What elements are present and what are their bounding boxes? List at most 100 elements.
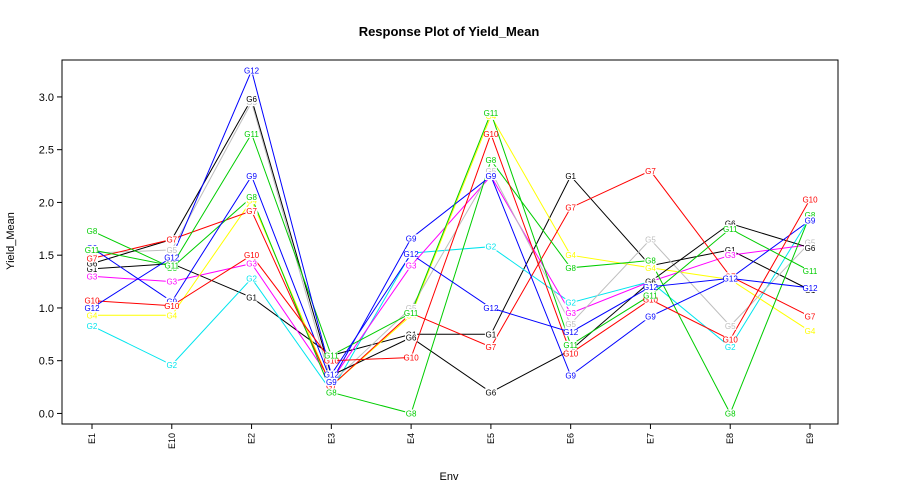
x-tick-label: E3 <box>326 433 336 444</box>
point-label-bg <box>564 340 577 349</box>
point-label: G8 <box>486 156 497 165</box>
point-label: G3 <box>87 272 98 281</box>
point-label: G8 <box>725 409 736 418</box>
x-axis-label: Env <box>440 471 459 483</box>
point-label: G12 <box>563 328 579 337</box>
point-label-bg <box>245 172 258 181</box>
point-label: G2 <box>565 299 576 308</box>
point-label-bg <box>644 256 657 265</box>
point-label-bg <box>405 261 418 270</box>
point-label: G12 <box>483 304 499 313</box>
point-label: G9 <box>326 378 337 387</box>
series-layer <box>91 69 811 415</box>
point-label: G12 <box>324 370 340 379</box>
point-label-bg <box>484 108 497 117</box>
x-tick-label: E9 <box>805 433 815 444</box>
point-label-bg <box>564 298 577 307</box>
point-label-bg <box>804 238 816 247</box>
point-label: G4 <box>166 311 177 320</box>
point-label-bg <box>724 321 737 330</box>
y-axis-label: Yield_Mean <box>5 212 17 270</box>
point-label-bg <box>325 351 338 360</box>
point-label-bg <box>804 283 816 292</box>
point-label-bg <box>86 245 98 254</box>
point-label: G7 <box>805 312 816 321</box>
point-label-bg <box>245 206 258 215</box>
point-label-bg <box>165 297 178 306</box>
point-label-bg <box>564 172 577 181</box>
y-tick-label: 3.0 <box>39 92 54 104</box>
point-label: G12 <box>244 67 260 76</box>
y-tick-label: 0.0 <box>39 408 54 420</box>
point-label-bg <box>724 342 737 351</box>
point-label: G5 <box>406 304 417 313</box>
point-label: G6 <box>406 333 417 342</box>
point-label-bg <box>484 166 497 175</box>
y-tick-label: 2.5 <box>39 145 54 157</box>
point-label: G10 <box>324 357 340 366</box>
point-label: G10 <box>483 130 499 139</box>
point-label-bg <box>564 328 577 337</box>
point-label: G4 <box>805 327 816 336</box>
point-label: G10 <box>84 297 100 306</box>
point-label: G7 <box>326 382 337 391</box>
point-label-bg <box>484 172 497 181</box>
point-label-bg <box>165 235 178 244</box>
point-label-bg <box>484 242 497 251</box>
point-label: G7 <box>486 343 497 352</box>
point-label: G1 <box>565 172 576 181</box>
point-label-bg <box>804 195 816 204</box>
point-label-bg <box>724 251 737 260</box>
point-label: G10 <box>563 349 579 358</box>
point-label: G10 <box>802 195 818 204</box>
point-label-bg <box>86 303 98 312</box>
point-label: G8 <box>406 409 417 418</box>
point-label-bg <box>644 166 657 175</box>
point-label: G9 <box>565 371 576 380</box>
point-label-bg <box>325 370 338 379</box>
y-tick-label: 0.5 <box>39 356 54 368</box>
point-label: G6 <box>87 260 98 269</box>
plot-frame <box>61 59 839 425</box>
point-label-bg <box>564 349 577 358</box>
y-axis: 0.0 0.5 1.0 1.5 2.0 2.5 3.0 <box>39 92 62 420</box>
point-label-bg <box>165 245 178 254</box>
point-label-bg <box>484 129 497 138</box>
point-label: G4 <box>645 264 656 273</box>
point-label-bg <box>564 309 577 318</box>
series-line-g8 <box>91 159 811 415</box>
point-label-bg <box>644 291 657 300</box>
point-label: G11 <box>244 130 259 139</box>
point-label: G10 <box>164 302 180 311</box>
point-label-bg <box>86 264 98 273</box>
point-label-bg <box>245 274 258 283</box>
point-label: G2 <box>166 361 177 370</box>
point-label-bg <box>564 371 577 380</box>
series-line-g3 <box>91 175 811 382</box>
point-label: G4 <box>565 251 576 260</box>
point-label-bg <box>644 263 657 272</box>
point-label-bg <box>245 129 258 138</box>
point-label: G8 <box>326 388 337 397</box>
point-label-bg <box>86 254 98 263</box>
point-label-bg <box>484 156 497 165</box>
point-label-bg <box>484 342 497 351</box>
point-label: G1 <box>725 246 736 255</box>
point-label-bg <box>804 243 816 252</box>
point-label: G7 <box>645 167 656 176</box>
point-label: G11 <box>404 309 419 318</box>
point-label: G8 <box>565 264 576 273</box>
series-line-g10 <box>91 132 811 362</box>
point-label: G5 <box>486 167 497 176</box>
point-label-bg <box>405 353 418 362</box>
point-label: G7 <box>565 204 576 213</box>
x-tick-label: E5 <box>486 433 496 444</box>
point-label-bg <box>724 274 737 283</box>
point-label-bg <box>165 301 178 310</box>
point-label: G10 <box>404 354 420 363</box>
point-label: G5 <box>565 320 576 329</box>
point-label: G5 <box>645 235 656 244</box>
point-label: G8 <box>87 227 98 236</box>
series-line-g6 <box>91 97 811 393</box>
point-label: G11 <box>723 225 738 234</box>
